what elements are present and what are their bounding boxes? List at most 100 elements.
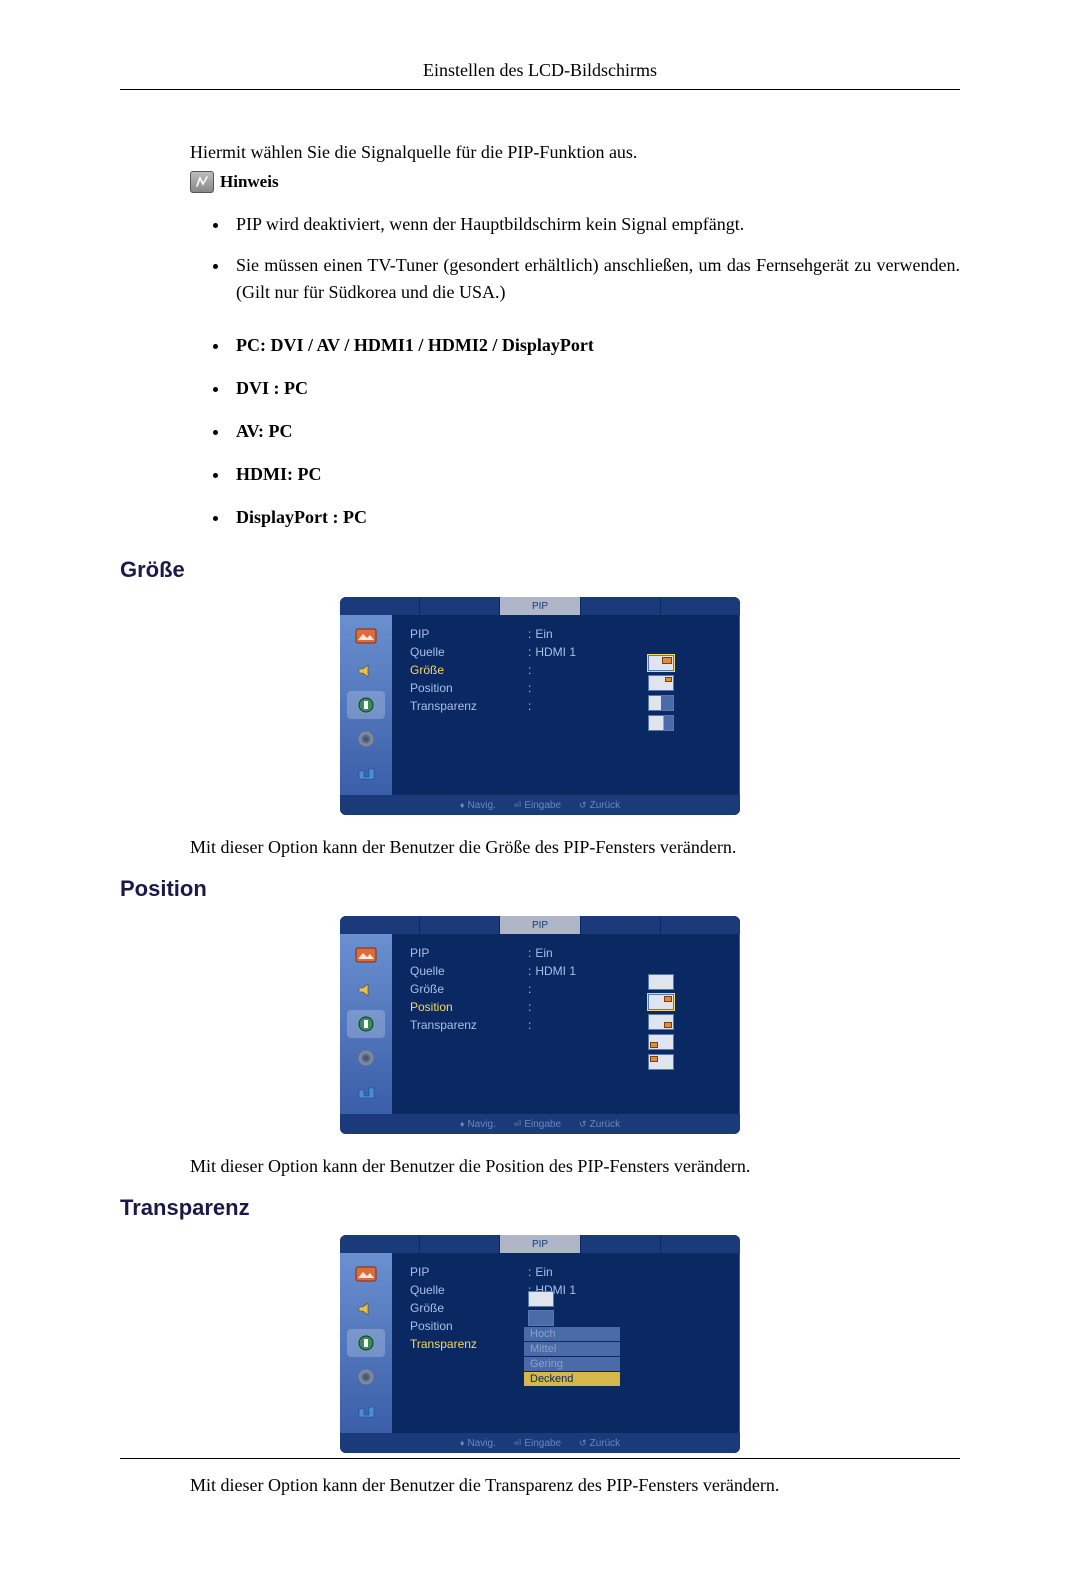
osd-row-quelle[interactable]: Quelle :HDMI 1 [410, 1281, 728, 1299]
osd-panel: PIP PIP :Ein Quel [340, 597, 740, 815]
note-row: Hinweis [190, 171, 960, 193]
info-icon[interactable] [347, 1397, 385, 1425]
size-thumb[interactable] [648, 675, 674, 691]
trans-option-selected[interactable]: Deckend [524, 1372, 620, 1387]
osd-size-thumbs [648, 655, 674, 731]
sound-icon[interactable] [347, 976, 385, 1004]
trans-thumb[interactable] [528, 1291, 554, 1307]
setup-icon[interactable] [347, 1363, 385, 1391]
osd-row-transparenz[interactable]: Transparenz : [410, 697, 728, 715]
pos-thumb[interactable] [648, 974, 674, 990]
osd-tab[interactable] [340, 916, 420, 934]
osd-tab[interactable] [581, 1235, 661, 1253]
note-bullet-list: PIP wird deaktiviert, wenn der Hauptbild… [230, 211, 960, 306]
info-icon[interactable] [347, 759, 385, 787]
osd-position-thumbs [648, 974, 674, 1070]
source-bullet: HDMI: PC [230, 461, 960, 488]
osd-row-pip[interactable]: PIP :Ein [410, 944, 728, 962]
osd-tab[interactable] [420, 597, 500, 615]
picture-icon[interactable] [347, 623, 385, 651]
osd-tab-active[interactable]: PIP [500, 597, 580, 615]
osd-row-pip[interactable]: PIP :Ein [410, 625, 728, 643]
source-bullet: PC: DVI / AV / HDMI1 / HDMI2 / DisplayPo… [230, 332, 960, 359]
pos-thumb[interactable] [648, 1054, 674, 1070]
osd-nav-hint: ♦Navig. [460, 1438, 496, 1449]
osd-tab[interactable] [661, 597, 740, 615]
osd-row-quelle[interactable]: Quelle :HDMI 1 [410, 643, 728, 661]
osd-row-pip[interactable]: PIP :Ein [410, 1263, 728, 1281]
sound-icon[interactable] [347, 657, 385, 685]
osd-tab[interactable] [340, 597, 420, 615]
osd-position-wrap: PIP PIP :Ein Quel [120, 916, 960, 1134]
osd-tab-active[interactable]: PIP [500, 916, 580, 934]
trans-option[interactable]: Gering [524, 1357, 620, 1372]
osd-row-position[interactable]: Position : [410, 998, 728, 1016]
size-thumb[interactable] [648, 695, 674, 711]
setup-icon[interactable] [347, 1044, 385, 1072]
transparency-options: Hoch Mittel Gering Deckend [524, 1327, 620, 1387]
pos-thumb[interactable] [648, 1034, 674, 1050]
osd-row-groesse[interactable]: Größe : [410, 1299, 728, 1317]
pip-icon[interactable] [347, 1329, 385, 1357]
osd-row-position[interactable]: Position : [410, 679, 728, 697]
osd-tabs: PIP [340, 597, 740, 615]
osd-back-hint: ↺Zurück [579, 1438, 620, 1449]
osd-tabs: PIP [340, 1235, 740, 1253]
source-bullet: DVI : PC [230, 375, 960, 402]
osd-enter-hint: ⏎Eingabe [514, 1119, 561, 1130]
trans-thumbs [528, 1291, 554, 1326]
osd-tab-active[interactable]: PIP [500, 1235, 580, 1253]
pip-icon[interactable] [347, 691, 385, 719]
picture-icon[interactable] [347, 942, 385, 970]
footer-rule [120, 1458, 960, 1459]
size-thumb[interactable] [648, 715, 674, 731]
osd-enter-hint: ⏎Eingabe [514, 800, 561, 811]
trans-option[interactable]: Hoch [524, 1327, 620, 1342]
source-bullet: AV: PC [230, 418, 960, 445]
note-icon [190, 171, 214, 193]
osd-icon-strip [340, 615, 392, 795]
osd-footer: ♦Navig. ⏎Eingabe ↺Zurück [340, 1433, 740, 1453]
source-bullet-list: PC: DVI / AV / HDMI1 / HDMI2 / DisplayPo… [230, 332, 960, 531]
osd-panel: PIP PIP :Ein Quel [340, 916, 740, 1134]
osd-icon-strip [340, 1253, 392, 1433]
sound-icon[interactable] [347, 1295, 385, 1323]
osd-row-groesse[interactable]: Größe : [410, 661, 728, 679]
osd-back-hint: ↺Zurück [579, 1119, 620, 1130]
size-thumb[interactable] [648, 655, 674, 671]
intro-text: Hiermit wählen Sie die Signalquelle für … [190, 140, 960, 165]
info-icon[interactable] [347, 1078, 385, 1106]
osd-tab[interactable] [340, 1235, 420, 1253]
osd-back-hint: ↺Zurück [579, 800, 620, 811]
osd-row-transparenz[interactable]: Transparenz : [410, 1016, 728, 1034]
osd-tab[interactable] [581, 597, 661, 615]
osd-tab[interactable] [420, 1235, 500, 1253]
osd-nav-hint: ♦Navig. [460, 1119, 496, 1130]
section-heading-position: Position [120, 876, 960, 902]
setup-icon[interactable] [347, 725, 385, 753]
pip-icon[interactable] [347, 1010, 385, 1038]
trans-thumb[interactable] [528, 1310, 554, 1326]
trans-option[interactable]: Mittel [524, 1342, 620, 1357]
osd-body: PIP :Ein Quelle :HDMI 1 Größe : Position… [340, 615, 740, 795]
osd-row-quelle[interactable]: Quelle :HDMI 1 [410, 962, 728, 980]
osd-menu: PIP :Ein Quelle :HDMI 1 Größe : Position… [392, 934, 740, 1114]
position-caption: Mit dieser Option kann der Benutzer die … [190, 1156, 960, 1177]
picture-icon[interactable] [347, 1261, 385, 1289]
osd-tab[interactable] [581, 916, 661, 934]
pos-thumb[interactable] [648, 1014, 674, 1030]
osd-row-groesse[interactable]: Größe : [410, 980, 728, 998]
osd-menu: PIP :Ein Quelle :HDMI 1 Größe : Position… [392, 615, 740, 795]
pos-thumb[interactable] [648, 994, 674, 1010]
section-heading-transparency: Transparenz [120, 1195, 960, 1221]
osd-size-wrap: PIP PIP :Ein Quel [120, 597, 960, 815]
osd-tab[interactable] [661, 1235, 740, 1253]
osd-icon-strip [340, 934, 392, 1114]
osd-tab[interactable] [661, 916, 740, 934]
osd-body: PIP :Ein Quelle :HDMI 1 Größe : Position… [340, 1253, 740, 1433]
osd-tab[interactable] [420, 916, 500, 934]
note-bullet: Sie müssen einen TV-Tuner (gesondert erh… [230, 252, 960, 306]
source-bullet: DisplayPort : PC [230, 504, 960, 531]
section-heading-size: Größe [120, 557, 960, 583]
osd-body: PIP :Ein Quelle :HDMI 1 Größe : Position… [340, 934, 740, 1114]
